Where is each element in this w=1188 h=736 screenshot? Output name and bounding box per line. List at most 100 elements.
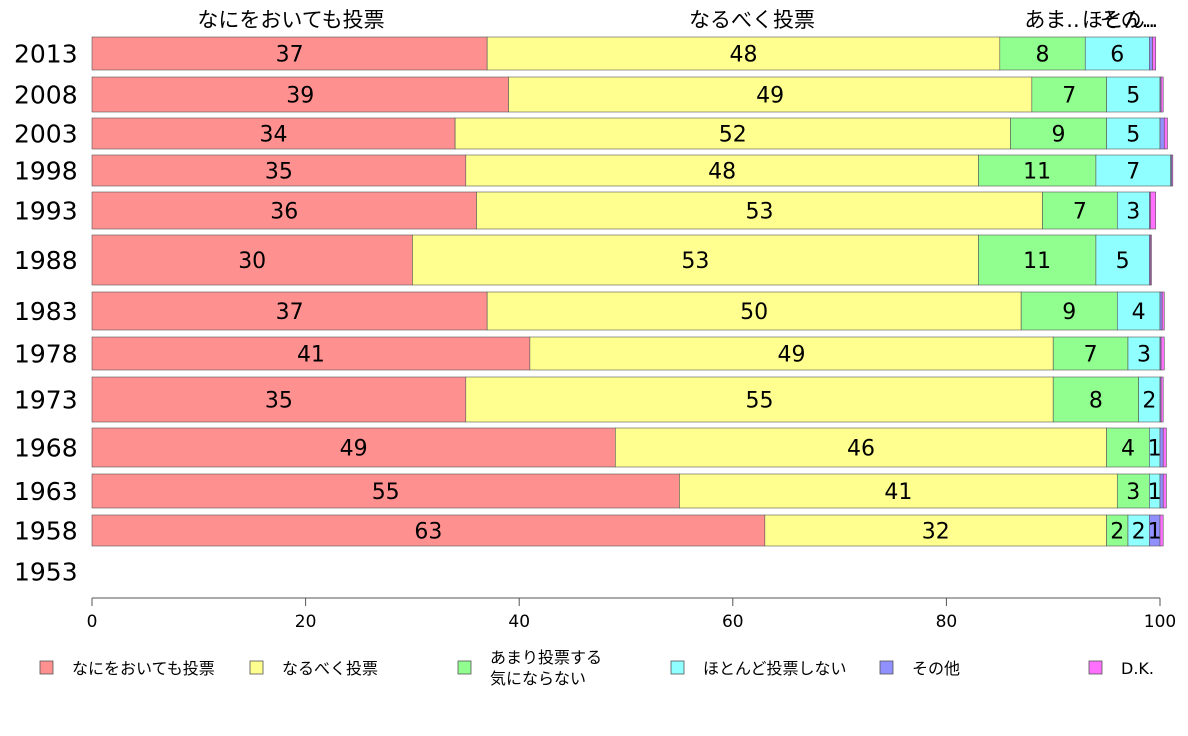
legend-label: D.K. [1121,659,1154,678]
data-label: 1 [1148,520,1162,545]
bar-segment [1159,291,1163,331]
legend-swatch [39,660,54,675]
legend-swatch [457,660,472,675]
bar-segment [1052,336,1129,371]
data-label: 37 [276,300,304,325]
data-label: 53 [746,200,774,225]
data-label: 7 [1126,160,1140,185]
bar-segment [1149,36,1153,71]
x-tick-label: 40 [508,612,530,632]
bar-segment [999,36,1086,71]
bar-segment [508,76,1033,113]
data-label: 4 [1132,300,1146,325]
data-label: 36 [270,200,298,225]
data-label: 3 [1137,343,1151,368]
year-label: 1958 [14,517,78,546]
bar-segment [1042,191,1118,230]
data-label: 32 [922,520,950,545]
data-label: 41 [297,343,325,368]
bar-segment [91,117,456,150]
bar-segment [1052,376,1139,423]
data-label: 3 [1126,480,1140,505]
data-label: 35 [265,389,293,414]
legend-label: その他 [912,659,960,678]
data-label: 50 [740,300,768,325]
bar-segment [465,376,1054,423]
data-label: 52 [719,123,747,148]
data-label: 37 [276,43,304,68]
data-label: 35 [265,160,293,185]
bar-segment [454,117,1011,150]
data-label: 49 [340,437,368,462]
data-label: 53 [681,249,709,274]
legend-swatch [1088,660,1103,675]
year-label: 2013 [14,40,78,69]
data-label: 1 [1148,437,1162,462]
header-label: その.. [1100,8,1155,32]
x-axis: 0 20 40 60 80 100 [87,597,1176,632]
data-label: 7 [1062,84,1076,109]
bar-segment [1162,427,1167,468]
bar-segment [1160,336,1165,371]
bar-segment [1161,291,1165,331]
bar-segment [486,36,1001,71]
bar-segment [1020,291,1118,331]
bar-segment [91,291,488,331]
data-label: 41 [884,480,912,505]
data-label: 7 [1084,343,1098,368]
header-label: なにをおいても投票 [197,8,384,32]
bar-segment [91,473,680,509]
data-label: 5 [1116,249,1130,274]
bar-segment [679,473,1118,509]
bar-segment [91,376,467,423]
data-label: 8 [1089,389,1103,414]
bar-segment [1163,117,1168,150]
bar-segment [1159,117,1165,150]
legend-label: なにをおいても投票 [72,659,215,678]
data-label: 7 [1073,200,1087,225]
legend-swatch [249,660,264,675]
bar-segment [91,36,488,71]
bar-segment [978,154,1097,187]
bar-segment [91,427,616,468]
year-label: 2003 [14,120,78,149]
data-label: 34 [260,123,288,148]
year-label: 1988 [14,246,78,275]
data-label: 3 [1126,200,1140,225]
year-label: 1978 [14,340,78,369]
x-tick-label: 100 [1144,612,1176,632]
bar-segment [1160,76,1164,113]
bar-segment [91,514,766,547]
legend-label: ほとんど投票しない [703,659,847,678]
data-label: 48 [708,160,736,185]
bar-segment [1116,191,1150,230]
bar-segment [1084,36,1150,71]
data-label: 8 [1036,43,1050,68]
data-label: 55 [372,480,400,505]
header-label: ほとん.. [1082,8,1158,32]
year-label: 1983 [14,297,78,326]
year-label: 1998 [14,157,78,186]
bar-segment [1106,427,1150,468]
bar-segment [978,234,1097,286]
row-labels: 2013 2008 2003 1998 1993 1988 1983 1978 1973 1968… [14,40,78,587]
legend-label: 気にならない [490,669,586,688]
bar-segment [1152,36,1157,71]
bar-segment [1116,291,1161,331]
data-label: 46 [847,437,875,462]
data-label: 9 [1062,300,1076,325]
bar-segment [91,234,413,286]
bar-segment [1095,154,1171,187]
legend-label: あまり投票する [490,648,602,667]
bar-segment [1031,76,1107,113]
x-tick-label: 20 [295,612,317,632]
bar-segment [1162,473,1167,509]
data-label: 2 [1132,520,1146,545]
data-label: 49 [778,343,806,368]
x-tick-label: 80 [936,612,958,632]
x-tick-label: 0 [87,612,98,632]
bar-segment [1150,234,1152,286]
year-label: 1973 [14,386,78,415]
